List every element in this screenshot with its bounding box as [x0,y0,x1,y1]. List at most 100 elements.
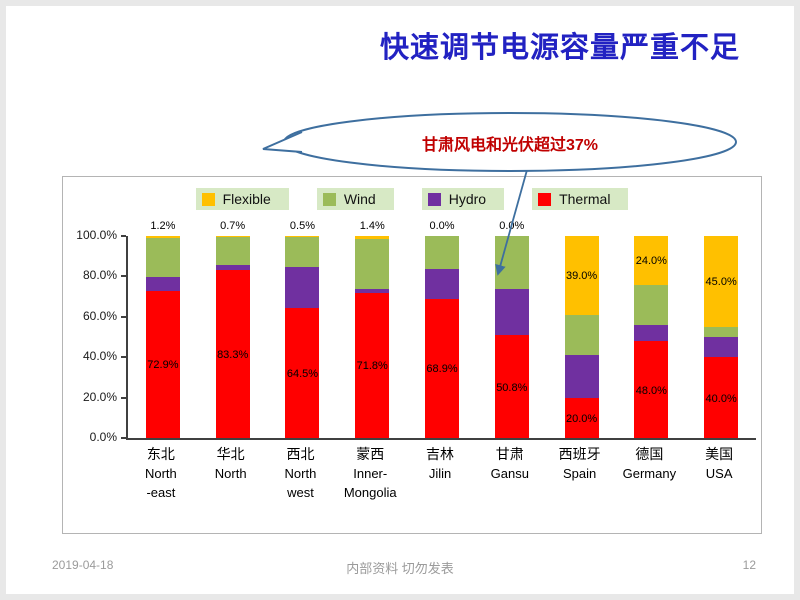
y-tick-mark [121,275,126,278]
category-label-en: Germany [622,466,677,481]
bar-segment-thermal [355,292,390,438]
category-label-en: USA [705,466,733,481]
category-label: 美国 USA [684,445,754,502]
category-label-en: North [214,466,247,481]
y-tick-mark [121,437,126,439]
bar-segment-thermal [285,307,320,438]
legend-label: Flexible [222,191,271,207]
legend-swatch-thermal [538,192,552,206]
bar-segment-wind [425,236,460,269]
bar-segment-wind [145,238,180,277]
bar-segment-wind [704,326,739,338]
category-label: 德国 Germany [614,445,684,502]
category-label-zh: 吉林 [426,446,455,462]
stacked-bar [355,236,390,438]
legend-label: Hydro [448,191,487,207]
data-label-flexible: 0.0% [429,220,455,232]
bar-segment-hydro [285,267,320,308]
data-label-thermal: 68.9% [426,363,458,376]
category-label-en: Inner- [353,466,388,481]
legend-label: Wind [343,191,376,207]
bar-segment-wind [634,284,669,325]
category-label-zh: 美国 [705,446,734,462]
category-label: 蒙西 Inner- Mongolia [335,445,405,502]
data-label-flexible: 1.4% [359,220,385,232]
stacked-bar [215,236,250,438]
stacked-bar [564,236,599,438]
bar-group-north: 83.3% 0.7% [198,220,268,438]
chart-legend: Flexible Wind Hydro Thermal [63,188,761,210]
bar-group-spain: 20.0% 39.0% [547,236,617,438]
bar-segment-wind [494,236,529,289]
bar-segment-hydro [355,288,390,293]
category-label-zh: 华北 [216,446,245,462]
legend-item-flexible: Flexible [195,188,289,210]
data-label-thermal: 48.0% [635,384,667,397]
bar-segment-flexible [704,236,739,327]
data-label-flexible: 39.0% [565,270,598,283]
bar-segment-hydro [215,264,250,270]
footer-confidential-note: 内部资料 切勿发表 [346,561,454,576]
category-label-zh: 西班牙 [558,446,601,462]
data-label-thermal: 83.3% [217,348,249,361]
data-label-thermal: 20.0% [565,412,598,425]
y-tick-label: 20.0% [82,389,117,404]
y-tick-label: 60.0% [82,308,117,323]
category-label-zh: 蒙西 [356,446,385,462]
footer-date: 2019-04-18 [52,558,114,572]
bar-group-north: 72.9% 1.2% [128,220,198,438]
footer-page-number: 12 [742,558,756,572]
y-tick-mark [121,235,126,237]
y-tick-mark [121,396,126,399]
data-label-thermal: 71.8% [356,360,388,373]
data-label-flexible: 0.7% [220,220,246,232]
bar-segment-hydro [704,337,739,358]
category-label: 东北 North -east [126,445,196,502]
bar-segment-flexible [215,236,250,238]
bar-segment-wind [215,237,250,265]
category-label-en: -east [146,485,176,500]
bar-segment-thermal [215,269,250,438]
data-label-thermal: 72.9% [147,359,179,372]
bar-segment-flexible [634,236,669,285]
legend-swatch-hydro [427,192,441,206]
bar-group-usa: 40.0% 45.0% [686,236,756,438]
data-label-thermal: 64.5% [286,367,319,380]
bar-segment-flexible [145,236,180,239]
callout-text: 甘肃风电和光伏超过37% [421,137,599,154]
data-label-flexible: 24.0% [635,255,667,268]
bar-segment-thermal [564,397,599,438]
category-label-zh: 东北 [146,446,175,462]
category-label-en: North [284,466,317,481]
stacked-bar [145,236,180,438]
x-axis-labels: 东北 North -east 华北 North 西北 North west 蒙西 Inner- Mo… [126,445,754,502]
bar-segment-flexible [355,236,390,239]
data-label-thermal: 40.0% [705,392,737,405]
bar-group-gansu: 50.8% 0.0% [477,220,547,438]
y-tick-label: 100.0% [76,228,117,242]
category-label: 吉林 Jilin [405,445,475,502]
category-label-en: Jilin [428,466,452,481]
category-label-en: Mongolia [343,485,397,500]
legend-item-hydro: Hydro [421,188,505,210]
y-tick-mark [121,356,126,359]
stacked-bar [494,236,529,438]
data-label-flexible: 45.0% [705,276,737,289]
bar-segment-wind [355,238,390,289]
bar-group-jilin: 68.9% 0.0% [407,220,477,438]
stacked-bar [704,236,739,438]
bar-group-germany: 48.0% 24.0% [616,236,686,438]
slide-title: 快速调节电源容量严重不足 [379,32,740,64]
data-label-flexible: 0.5% [289,220,315,232]
bar-segment-hydro [494,288,529,336]
legend-label: Thermal [559,191,611,207]
category-label: 西北 North west [266,445,336,502]
legend-swatch-flexible [201,192,215,206]
category-label: 甘肃 Gansu [475,445,545,502]
bar-segment-wind [285,237,320,268]
bar-segment-thermal [634,341,669,438]
bar-segment-thermal [145,290,180,438]
y-tick-label: 0.0% [89,430,117,444]
legend-item-wind: Wind [316,188,394,210]
y-tick-label: 80.0% [82,268,117,283]
